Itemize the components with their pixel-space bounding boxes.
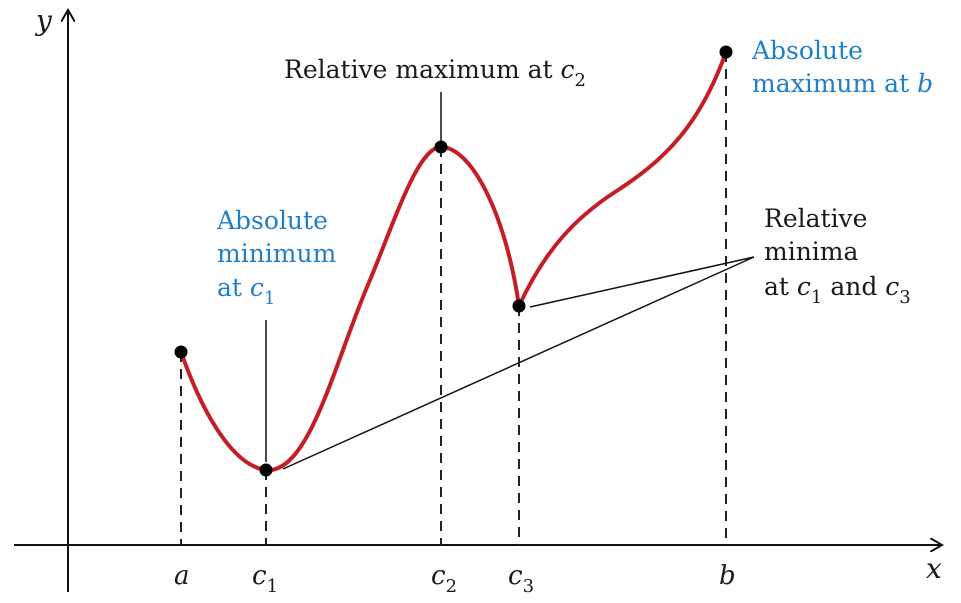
svg-text:minimum: minimum [217, 239, 337, 268]
x-axis-label: x [926, 552, 942, 585]
tick-label-c3: c3 [508, 561, 534, 597]
point-c3 [512, 299, 526, 313]
label-absolute-minimum: Absolute minimum at c1 [216, 206, 337, 309]
svg-text:Relative: Relative [764, 204, 867, 233]
svg-text:minima: minima [764, 237, 859, 266]
leader-relative-minima-c3 [529, 256, 755, 308]
label-absolute-maximum: Absolute maximum at b [751, 36, 933, 98]
point-b [719, 45, 733, 59]
y-axis-label: y [34, 4, 53, 37]
svg-text:at c1: at c1 [217, 273, 275, 309]
leader-relative-minima-c1 [282, 256, 755, 470]
label-relative-minima: Relative minima at c1 and c3 [764, 204, 911, 308]
svg-text:at c1 and c3: at c1 and c3 [764, 272, 911, 308]
svg-text:maximum at b: maximum at b [752, 69, 933, 98]
point-c1 [259, 463, 273, 477]
svg-text:Absolute: Absolute [216, 206, 328, 235]
point-a [174, 345, 188, 359]
tick-label-c1: c1 [252, 561, 278, 597]
tick-label-c2: c2 [431, 561, 457, 597]
point-c2 [434, 140, 448, 154]
tick-label-b: b [719, 561, 736, 591]
tick-label-a: a [174, 561, 190, 591]
label-relative-maximum: Relative maximum at c2 [284, 55, 586, 91]
svg-text:Absolute: Absolute [751, 36, 863, 65]
